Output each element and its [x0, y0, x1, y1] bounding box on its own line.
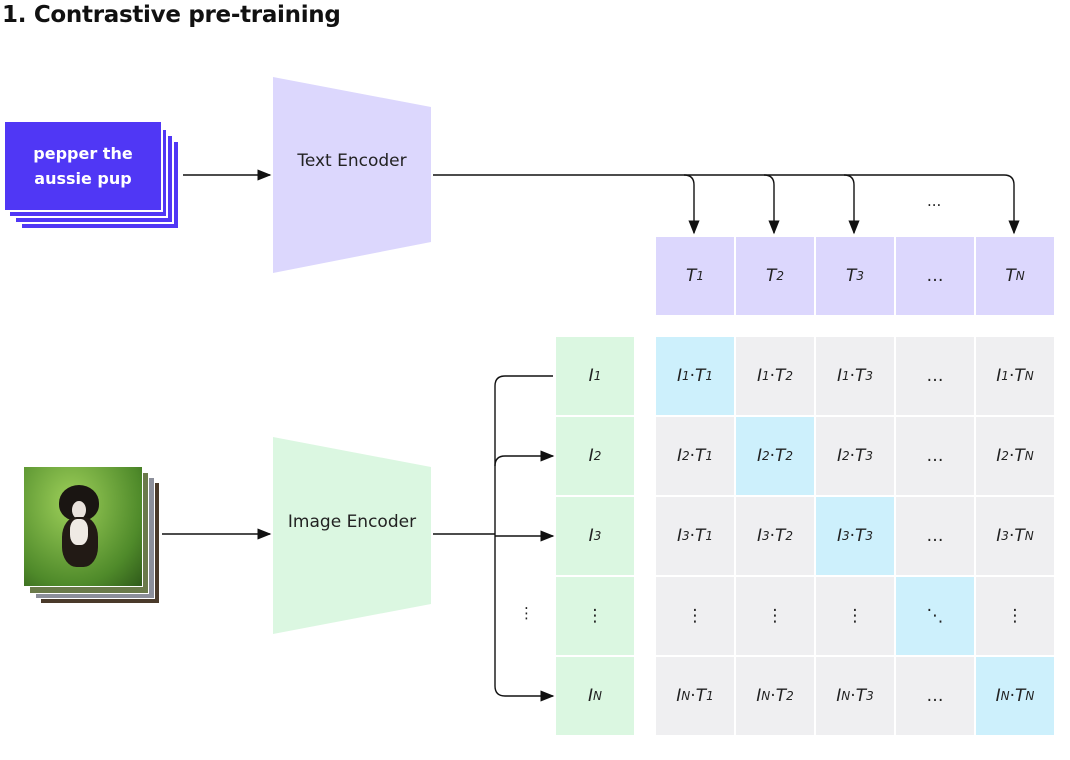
similarity-cell-diagonal: I N · T N	[976, 657, 1054, 735]
similarity-cell: I N · T 2	[736, 657, 814, 735]
similarity-cell: ⋮	[976, 577, 1054, 655]
text-input: pepper the aussie pup	[33, 144, 133, 188]
image-encoder-label: Image Encoder	[287, 512, 417, 532]
similarity-cell: I 3 · T N	[976, 497, 1054, 575]
similarity-cell-diagonal: I 1 · T 1	[656, 337, 734, 415]
text-encoder-shape	[273, 77, 431, 273]
similarity-cell: I N · T 3	[816, 657, 894, 735]
similarity-cell: …	[896, 337, 974, 415]
text-encoder-label: Text Encoder	[297, 151, 407, 171]
similarity-cell: ⋮	[656, 577, 734, 655]
similarity-cell-diagonal: ⋱	[896, 577, 974, 655]
text-card-front	[3, 120, 163, 212]
similarity-cell: …	[896, 657, 974, 735]
similarity-cell: I 1 · T N	[976, 337, 1054, 415]
similarity-cell: I N · T 1	[656, 657, 734, 735]
similarity-cell: I 1 · T 3	[816, 337, 894, 415]
similarity-cell: I 3 · T 1	[656, 497, 734, 575]
similarity-cell: …	[896, 497, 974, 575]
similarity-cell: ⋮	[736, 577, 814, 655]
similarity-cell: I 2 · T 1	[656, 417, 734, 495]
puppy-photo	[23, 466, 143, 587]
similarity-cell-diagonal: I 3 · T 3	[816, 497, 894, 575]
similarity-cell: ⋮	[816, 577, 894, 655]
similarity-cell: I 3 · T 2	[736, 497, 814, 575]
similarity-cell-diagonal: I 2 · T 2	[736, 417, 814, 495]
text-embedding-cell: …	[896, 237, 974, 315]
image-embedding-cell: ⋮	[556, 577, 634, 655]
similarity-cell: I 2 · T 3	[816, 417, 894, 495]
diagram-title: 1. Contrastive pre-training	[2, 2, 341, 28]
vertical-ellipsis: ⋮	[519, 604, 534, 622]
image-encoder-shape	[273, 437, 431, 634]
ellipsis: ...	[927, 192, 942, 210]
similarity-cell: I 1 · T 2	[736, 337, 814, 415]
similarity-cell: I 2 · T N	[976, 417, 1054, 495]
similarity-cell: …	[896, 417, 974, 495]
